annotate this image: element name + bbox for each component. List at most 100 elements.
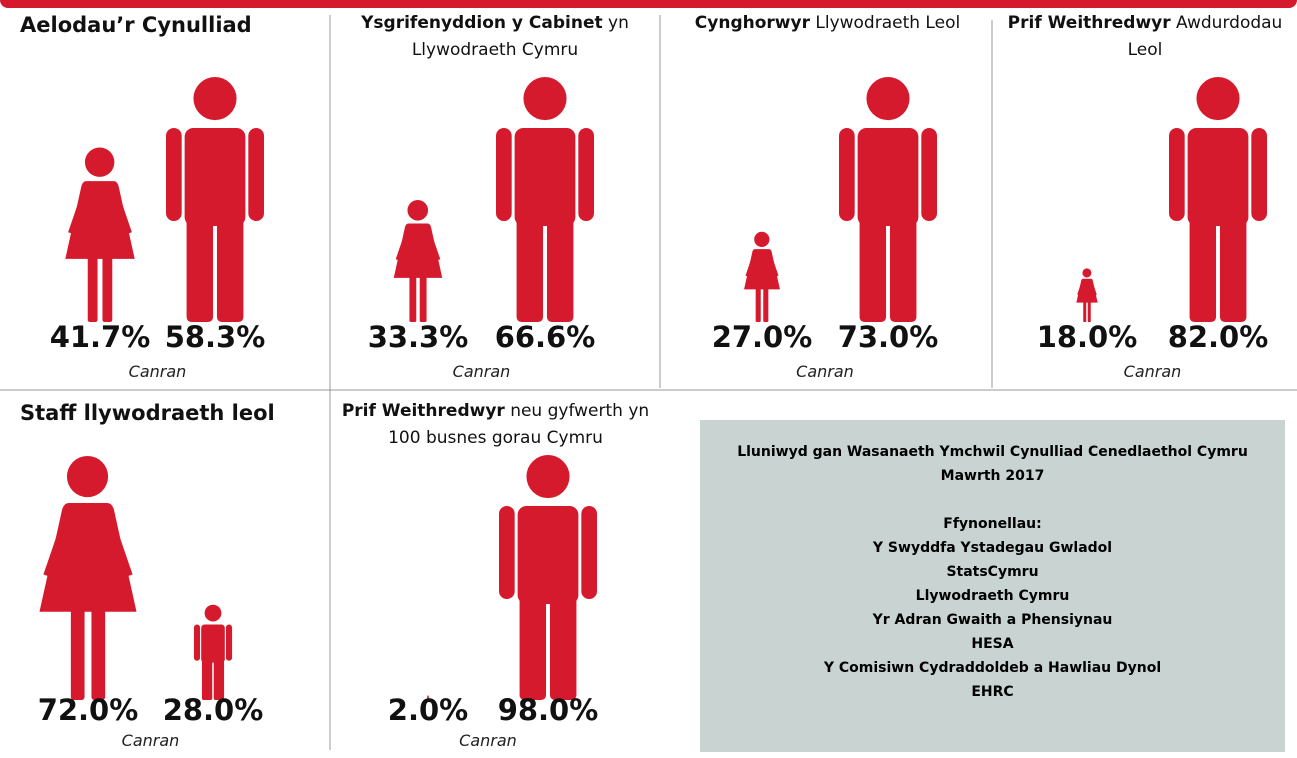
leg — [186, 214, 214, 322]
title-rest: Llywodraeth Leol — [815, 13, 961, 33]
info-line: Yr Adran Gwaith a Phensiynau — [872, 612, 1113, 628]
value-label: 27.0% — [712, 320, 813, 354]
dress — [65, 181, 135, 259]
axis-label: Canran — [796, 362, 854, 381]
leg — [1083, 301, 1087, 322]
panel-title: Aelodau’r Cynulliad — [20, 12, 310, 39]
info-box: Lluniwyd gan Wasanaeth Ymchwil Cynulliad… — [700, 420, 1285, 752]
arm — [225, 624, 233, 661]
panel-title: Cynghorwyr Llywodraeth Leol — [665, 10, 990, 37]
value-label: 28.0% — [163, 693, 264, 727]
person-icon — [393, 199, 443, 322]
arm — [248, 127, 264, 222]
leg — [70, 606, 85, 700]
leg — [91, 606, 106, 700]
info-line: Ffynonellau: — [943, 516, 1042, 532]
value-label: 2.0% — [388, 693, 468, 727]
leg — [859, 214, 887, 322]
axis-label: Canran — [1124, 362, 1182, 381]
person-icon — [744, 231, 780, 322]
info-line: EHRC — [971, 684, 1014, 700]
value-label: 58.3% — [165, 320, 266, 354]
arm — [921, 127, 937, 222]
torso — [517, 505, 579, 604]
leg — [519, 592, 547, 700]
value-label: 72.0% — [38, 693, 139, 727]
dress — [393, 223, 443, 278]
info-line — [700, 488, 1285, 512]
leg — [201, 658, 213, 700]
info-line: StatsCymru — [946, 564, 1039, 580]
value-label: 82.0% — [1168, 320, 1269, 354]
person-icon — [427, 695, 429, 700]
arm — [1251, 127, 1267, 222]
info-line: HESA — [971, 636, 1014, 652]
dress — [1076, 278, 1098, 303]
axis-label: Canran — [129, 362, 187, 381]
head — [204, 604, 222, 622]
torso — [857, 127, 919, 226]
head — [66, 455, 109, 498]
value-label: 33.3% — [368, 320, 469, 354]
head — [1196, 77, 1240, 121]
leg — [889, 214, 917, 322]
arm — [839, 127, 855, 222]
dress — [744, 249, 780, 290]
arm — [581, 505, 597, 600]
head — [523, 77, 567, 121]
axis-label: Canran — [459, 731, 517, 750]
leg — [1219, 214, 1247, 322]
head — [427, 695, 429, 696]
arm — [496, 127, 512, 222]
arm — [578, 127, 594, 222]
leg — [102, 255, 113, 322]
info-line: Llywodraeth Cymru — [915, 588, 1070, 604]
leg — [1087, 301, 1091, 322]
arm — [499, 505, 515, 600]
leg — [546, 214, 574, 322]
person-icon — [65, 147, 135, 322]
torso — [514, 127, 576, 226]
value-label: 73.0% — [838, 320, 939, 354]
info-line: Y Swyddfa Ystadegau Gwladol — [872, 540, 1113, 556]
info-line: Y Comisiwn Cydraddoldeb a Hawliau Dynol — [823, 660, 1162, 676]
person-icon — [1076, 268, 1098, 322]
head — [193, 77, 237, 121]
value-label: 41.7% — [50, 320, 151, 354]
person-icon — [193, 604, 233, 700]
head — [84, 147, 115, 177]
leg — [549, 592, 577, 700]
dress — [39, 503, 137, 612]
value-label: 66.6% — [495, 320, 596, 354]
title-bold: Aelodau’r Cynulliad — [20, 13, 252, 37]
panel-title: Prif Weithredwyr neu gyfwerth yn 100 bus… — [333, 398, 658, 452]
head — [1082, 268, 1092, 278]
person-icon — [39, 455, 137, 700]
leg — [1189, 214, 1217, 322]
person-icon — [839, 77, 937, 322]
info-line: Lluniwyd gan Wasanaeth Ymchwil Cynulliad… — [737, 444, 1248, 460]
torso — [184, 127, 246, 226]
torso — [201, 624, 225, 663]
leg — [409, 275, 417, 322]
person-icon — [1169, 77, 1267, 322]
person-icon — [166, 77, 264, 322]
panel-title: Prif Weithredwyr Awdurdodau Leol — [995, 10, 1295, 64]
leg — [87, 255, 98, 322]
torso — [1187, 127, 1249, 226]
title-bold: Prif Weithredwyr — [1007, 13, 1171, 33]
person-icon — [496, 77, 594, 322]
leg — [216, 214, 244, 322]
axis-label: Canran — [453, 362, 511, 381]
panel-title: Ysgrifenyddion y Cabinet yn Llywodraeth … — [335, 10, 655, 64]
head — [754, 231, 770, 247]
axis-label: Canran — [122, 731, 180, 750]
leg — [213, 658, 225, 700]
value-label: 18.0% — [1037, 320, 1138, 354]
arm — [193, 624, 201, 661]
person-icon — [499, 455, 597, 700]
dress — [427, 695, 429, 699]
value-label: 98.0% — [498, 693, 599, 727]
